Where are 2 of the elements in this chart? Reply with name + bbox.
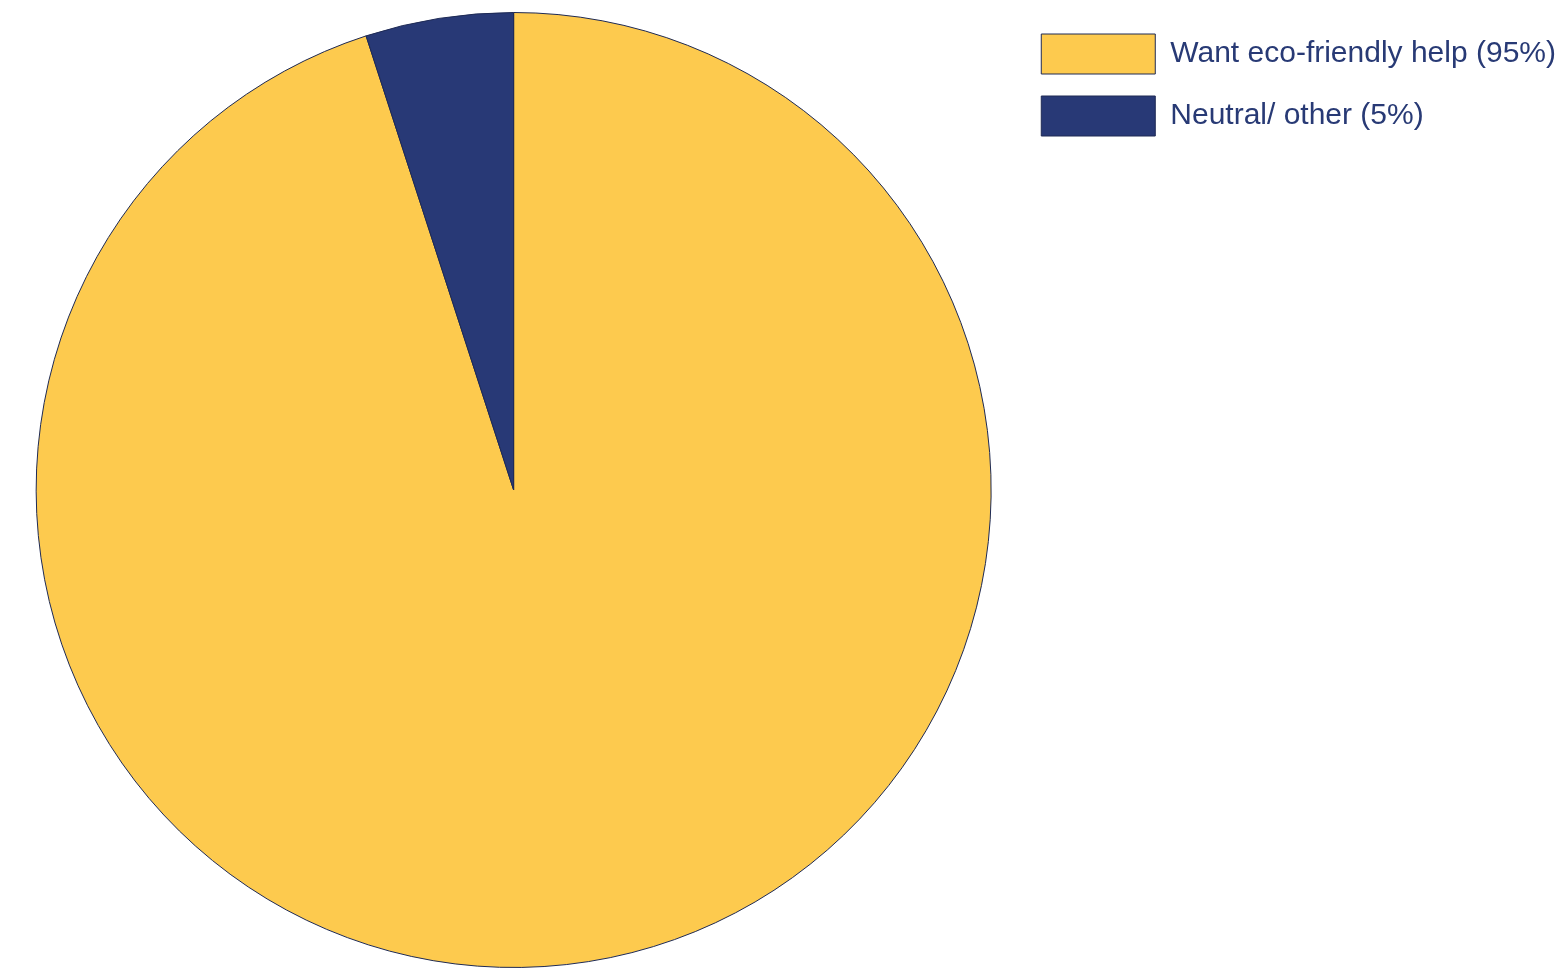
legend-label: Want eco-friendly help (95%) (1170, 35, 1557, 69)
legend-label: Neutral/ other (5%) (1170, 97, 1424, 131)
